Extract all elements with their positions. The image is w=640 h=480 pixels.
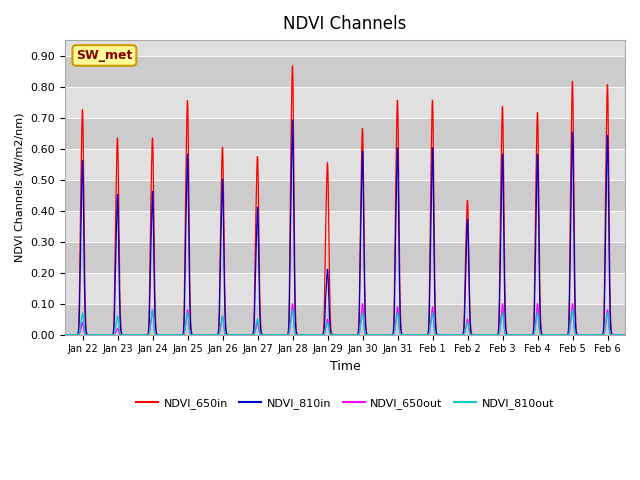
NDVI_810in: [621, 332, 629, 337]
Bar: [65, 56, 625, 86]
Line: NDVI_810out: NDVI_810out: [65, 310, 625, 335]
NDVI_650in: [536, 266, 543, 272]
NDVI_650out: [569, 301, 577, 307]
Bar: [65, 118, 625, 149]
NDVI_650out: [176, 332, 184, 337]
NDVI_650in: [61, 332, 69, 337]
NDVI_650out: [536, 326, 543, 332]
NDVI_810out: [615, 332, 623, 337]
X-axis label: Time: Time: [330, 360, 360, 373]
NDVI_650in: [502, 324, 510, 330]
NDVI_810out: [417, 332, 424, 337]
NDVI_650in: [615, 332, 623, 337]
Title: NDVI Channels: NDVI Channels: [284, 15, 406, 33]
Line: NDVI_810in: NDVI_810in: [65, 120, 625, 335]
NDVI_650out: [615, 332, 623, 337]
Line: NDVI_650in: NDVI_650in: [65, 66, 625, 335]
Y-axis label: NDVI Channels (W/m2/nm): NDVI Channels (W/m2/nm): [15, 113, 25, 262]
NDVI_810in: [467, 323, 474, 328]
NDVI_810in: [502, 328, 510, 334]
Bar: [65, 273, 625, 304]
Line: NDVI_650out: NDVI_650out: [65, 304, 625, 335]
NDVI_810in: [417, 332, 425, 337]
Bar: [65, 211, 625, 242]
NDVI_810in: [289, 117, 296, 123]
Bar: [65, 242, 625, 273]
Bar: [65, 149, 625, 180]
NDVI_810out: [621, 332, 629, 337]
Bar: [65, 86, 625, 118]
NDVI_650in: [289, 63, 296, 69]
NDVI_810in: [536, 289, 543, 295]
Legend: NDVI_650in, NDVI_810in, NDVI_650out, NDVI_810out: NDVI_650in, NDVI_810in, NDVI_650out, NDV…: [131, 393, 559, 413]
Bar: [65, 180, 625, 211]
NDVI_810in: [176, 332, 184, 337]
NDVI_810out: [61, 332, 69, 337]
NDVI_810out: [536, 327, 543, 333]
NDVI_650out: [621, 332, 629, 337]
NDVI_810out: [176, 332, 184, 337]
NDVI_650in: [417, 332, 425, 337]
NDVI_650in: [621, 332, 629, 337]
NDVI_650out: [467, 331, 474, 337]
NDVI_650out: [502, 332, 509, 337]
NDVI_810in: [615, 332, 623, 337]
NDVI_650out: [61, 332, 69, 337]
NDVI_650in: [467, 316, 474, 322]
NDVI_810in: [61, 332, 69, 337]
NDVI_650in: [176, 332, 184, 337]
Text: SW_met: SW_met: [76, 49, 132, 62]
NDVI_810out: [502, 332, 509, 337]
NDVI_810out: [467, 331, 474, 337]
NDVI_810out: [569, 307, 577, 313]
Bar: [65, 304, 625, 335]
NDVI_650out: [417, 332, 424, 337]
